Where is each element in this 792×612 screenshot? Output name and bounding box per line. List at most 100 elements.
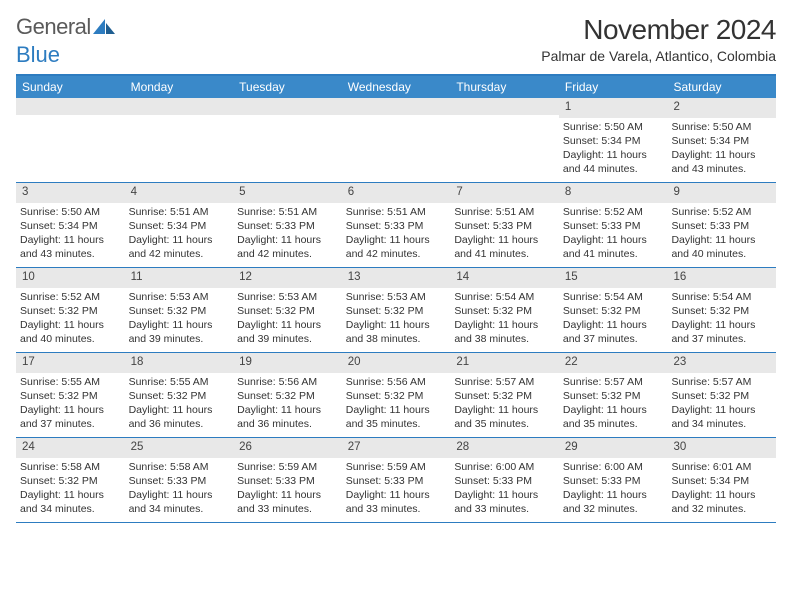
day-number: 26 xyxy=(233,438,342,458)
calendar-day-cell: 6Sunrise: 5:51 AMSunset: 5:33 PMDaylight… xyxy=(342,183,451,267)
day-number: 29 xyxy=(559,438,668,458)
daylight-text: Daylight: 11 hours and 40 minutes. xyxy=(671,233,772,261)
sunset-text: Sunset: 5:32 PM xyxy=(563,304,664,318)
sunrise-text: Sunrise: 5:51 AM xyxy=(237,205,338,219)
sunset-text: Sunset: 5:33 PM xyxy=(237,474,338,488)
daylight-text: Daylight: 11 hours and 32 minutes. xyxy=(671,488,772,516)
sunset-text: Sunset: 5:32 PM xyxy=(346,304,447,318)
sunrise-text: Sunrise: 5:54 AM xyxy=(671,290,772,304)
calendar-day-cell: 3Sunrise: 5:50 AMSunset: 5:34 PMDaylight… xyxy=(16,183,125,267)
daylight-text: Daylight: 11 hours and 35 minutes. xyxy=(563,403,664,431)
calendar-day-cell xyxy=(342,98,451,182)
calendar-day-cell: 26 Sunrise: 5:59 AMSunset: 5:33 PMDayligh… xyxy=(233,438,342,522)
day-number: 23 xyxy=(667,353,776,373)
sunrise-text: Sunrise: 5:56 AM xyxy=(346,375,447,389)
sunrise-text: Sunrise: 5:53 AM xyxy=(129,290,230,304)
daylight-text: Daylight: 11 hours and 42 minutes. xyxy=(129,233,230,261)
sunrise-text: Sunrise: 5:54 AM xyxy=(563,290,664,304)
day-number: 2 xyxy=(667,98,776,118)
day-number: 28 xyxy=(450,438,559,458)
day-number: 9 xyxy=(667,183,776,203)
sunset-text: Sunset: 5:32 PM xyxy=(563,389,664,403)
sunrise-text: Sunrise: 5:55 AM xyxy=(129,375,230,389)
sunset-text: Sunset: 5:34 PM xyxy=(563,134,664,148)
sunrise-text: Sunrise: 5:52 AM xyxy=(20,290,121,304)
sunrise-text: Sunrise: 5:56 AM xyxy=(237,375,338,389)
calendar-day-cell: 28Sunrise: 6:00 AMSunset: 5:33 PMDayligh… xyxy=(450,438,559,522)
logo-text-blue: Blue xyxy=(16,42,60,67)
calendar-day-cell: 21Sunrise: 5:57 AMSunset: 5:32 PMDayligh… xyxy=(450,353,559,437)
calendar-day-cell: 15Sunrise: 5:54 AMSunset: 5:32 PMDayligh… xyxy=(559,268,668,352)
sunset-text: Sunset: 5:34 PM xyxy=(129,219,230,233)
day-number: 5 xyxy=(233,183,342,203)
daylight-text: Daylight: 11 hours and 34 minutes. xyxy=(129,488,230,516)
daylight-text: Daylight: 11 hours and 34 minutes. xyxy=(20,488,121,516)
sunrise-text: Sunrise: 5:55 AM xyxy=(20,375,121,389)
day-number xyxy=(342,98,451,115)
sunset-text: Sunset: 5:32 PM xyxy=(237,304,338,318)
dow-header-cell: Sunday xyxy=(16,76,125,98)
day-number xyxy=(16,98,125,115)
day-number: 4 xyxy=(125,183,234,203)
calendar-day-cell: 20Sunrise: 5:56 AMSunset: 5:32 PMDayligh… xyxy=(342,353,451,437)
sunrise-text: Sunrise: 5:59 AM xyxy=(237,460,338,474)
logo-text-general: General xyxy=(16,14,91,40)
sunrise-text: Sunrise: 5:53 AM xyxy=(346,290,447,304)
sunrise-text: Sunrise: 5:54 AM xyxy=(454,290,555,304)
day-number: 6 xyxy=(342,183,451,203)
calendar-day-cell: 12Sunrise: 5:53 AMSunset: 5:32 PMDayligh… xyxy=(233,268,342,352)
sunset-text: Sunset: 5:33 PM xyxy=(454,219,555,233)
calendar-week-row: 3Sunrise: 5:50 AMSunset: 5:34 PMDaylight… xyxy=(16,183,776,268)
day-number: 22 xyxy=(559,353,668,373)
dow-header-cell: Friday xyxy=(559,76,668,98)
sunrise-text: Sunrise: 5:50 AM xyxy=(20,205,121,219)
sunrise-text: Sunrise: 5:52 AM xyxy=(563,205,664,219)
daylight-text: Daylight: 11 hours and 39 minutes. xyxy=(129,318,230,346)
day-number xyxy=(125,98,234,115)
calendar-day-cell xyxy=(233,98,342,182)
calendar-day-cell: 29Sunrise: 6:00 AMSunset: 5:33 PMDayligh… xyxy=(559,438,668,522)
calendar-day-cell: 27Sunrise: 5:59 AMSunset: 5:33 PMDayligh… xyxy=(342,438,451,522)
day-number: 14 xyxy=(450,268,559,288)
daylight-text: Daylight: 11 hours and 42 minutes. xyxy=(346,233,447,261)
calendar-day-cell xyxy=(125,98,234,182)
day-number: 7 xyxy=(450,183,559,203)
calendar-day-cell: 10Sunrise: 5:52 AMSunset: 5:32 PMDayligh… xyxy=(16,268,125,352)
sunset-text: Sunset: 5:32 PM xyxy=(237,389,338,403)
daylight-text: Daylight: 11 hours and 34 minutes. xyxy=(671,403,772,431)
sunrise-text: Sunrise: 5:50 AM xyxy=(671,120,772,134)
day-number xyxy=(450,98,559,115)
calendar-day-cell: 23Sunrise: 5:57 AMSunset: 5:32 PMDayligh… xyxy=(667,353,776,437)
day-number: 30 xyxy=(667,438,776,458)
sunset-text: Sunset: 5:33 PM xyxy=(237,219,338,233)
sunrise-text: Sunrise: 5:58 AM xyxy=(129,460,230,474)
logo: General xyxy=(16,14,115,40)
calendar-week-row: 10Sunrise: 5:52 AMSunset: 5:32 PMDayligh… xyxy=(16,268,776,353)
sunrise-text: Sunrise: 6:00 AM xyxy=(563,460,664,474)
daylight-text: Daylight: 11 hours and 40 minutes. xyxy=(20,318,121,346)
calendar-day-cell: 5Sunrise: 5:51 AMSunset: 5:33 PMDaylight… xyxy=(233,183,342,267)
day-number: 10 xyxy=(16,268,125,288)
day-number: 24 xyxy=(16,438,125,458)
day-number: 16 xyxy=(667,268,776,288)
calendar-day-cell xyxy=(450,98,559,182)
sunset-text: Sunset: 5:33 PM xyxy=(346,474,447,488)
day-number: 8 xyxy=(559,183,668,203)
calendar-day-cell: 17Sunrise: 5:55 AMSunset: 5:32 PMDayligh… xyxy=(16,353,125,437)
page-title: November 2024 xyxy=(541,14,776,46)
calendar-week-row: 17Sunrise: 5:55 AMSunset: 5:32 PMDayligh… xyxy=(16,353,776,438)
logo-sail-icon xyxy=(93,18,115,34)
daylight-text: Daylight: 11 hours and 33 minutes. xyxy=(237,488,338,516)
sunset-text: Sunset: 5:32 PM xyxy=(671,389,772,403)
day-number: 11 xyxy=(125,268,234,288)
sunset-text: Sunset: 5:32 PM xyxy=(129,304,230,318)
sunrise-text: Sunrise: 6:00 AM xyxy=(454,460,555,474)
calendar-day-cell: 25Sunrise: 5:58 AMSunset: 5:33 PMDayligh… xyxy=(125,438,234,522)
day-number: 25 xyxy=(125,438,234,458)
calendar-day-cell: 13Sunrise: 5:53 AMSunset: 5:32 PMDayligh… xyxy=(342,268,451,352)
sunset-text: Sunset: 5:33 PM xyxy=(671,219,772,233)
calendar-day-cell: 2Sunrise: 5:50 AMSunset: 5:34 PMDaylight… xyxy=(667,98,776,182)
daylight-text: Daylight: 11 hours and 39 minutes. xyxy=(237,318,338,346)
sunset-text: Sunset: 5:34 PM xyxy=(671,134,772,148)
sunrise-text: Sunrise: 5:53 AM xyxy=(237,290,338,304)
